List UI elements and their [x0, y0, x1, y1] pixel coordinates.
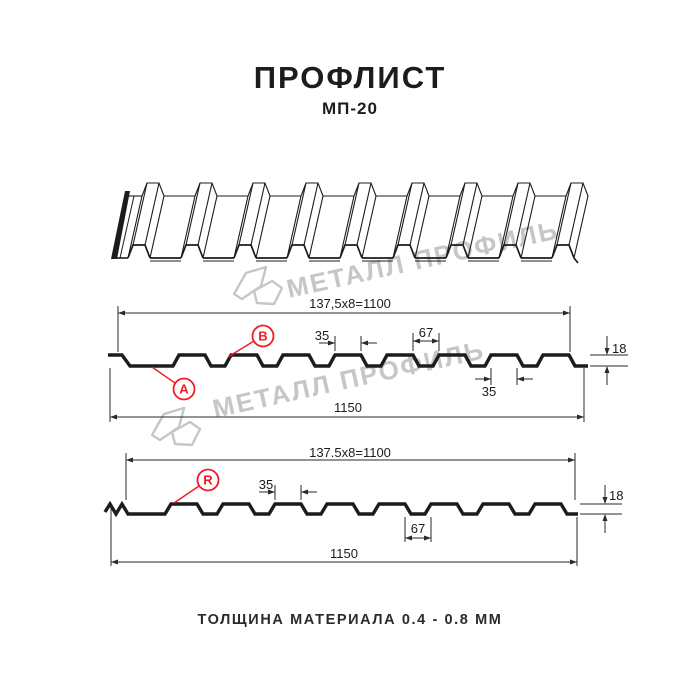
callout-a: A: [151, 366, 196, 401]
callout-r: R: [173, 468, 220, 504]
dim-valley-label-bottom: 67: [411, 521, 425, 536]
profile-bottom-cross-section: [103, 500, 578, 518]
dim-crest-right-label-top: 35: [482, 384, 496, 399]
dim-crest-label-bottom: 35: [259, 477, 273, 492]
sheet-3d-view: [111, 182, 589, 264]
callout-r-label: R: [203, 473, 213, 488]
brand-logo-icon: [150, 406, 202, 447]
dim-height-label-bottom: 18: [609, 488, 623, 503]
callout-b-label: B: [258, 329, 267, 344]
dim-overall-label-bottom: 1150: [330, 546, 358, 561]
callout-a-label: A: [179, 382, 189, 397]
watermark-bottom: МЕТАЛЛ ПРОФИЛЬ: [150, 334, 487, 447]
page-subtitle: МП-20: [322, 99, 378, 118]
dim-height-label-top: 18: [612, 341, 626, 356]
profile-top-cross-section: [108, 353, 588, 368]
dim-crest-label-top: 35: [315, 328, 329, 343]
watermark-top: МЕТАЛЛ ПРОФИЛЬ: [232, 214, 561, 306]
dim-pitch-label-top: 137,5x8=1100: [309, 296, 391, 311]
callout-b: B: [227, 324, 275, 358]
profile-bottom-dimension-lines: [110, 453, 622, 566]
footer-note: ТОЛЩИНА МАТЕРИАЛА 0.4 - 0.8 ММ: [197, 612, 503, 628]
brand-logo-icon: [232, 265, 284, 306]
profile-top-dimension-lines: [109, 306, 628, 422]
page-title: ПРОФЛИСТ: [253, 60, 447, 95]
dim-pitch-label-bottom: 137.5x8=1100: [309, 445, 391, 460]
dim-overall-label-top: 1150: [334, 400, 362, 415]
dim-valley-label-top: 67: [419, 325, 433, 340]
